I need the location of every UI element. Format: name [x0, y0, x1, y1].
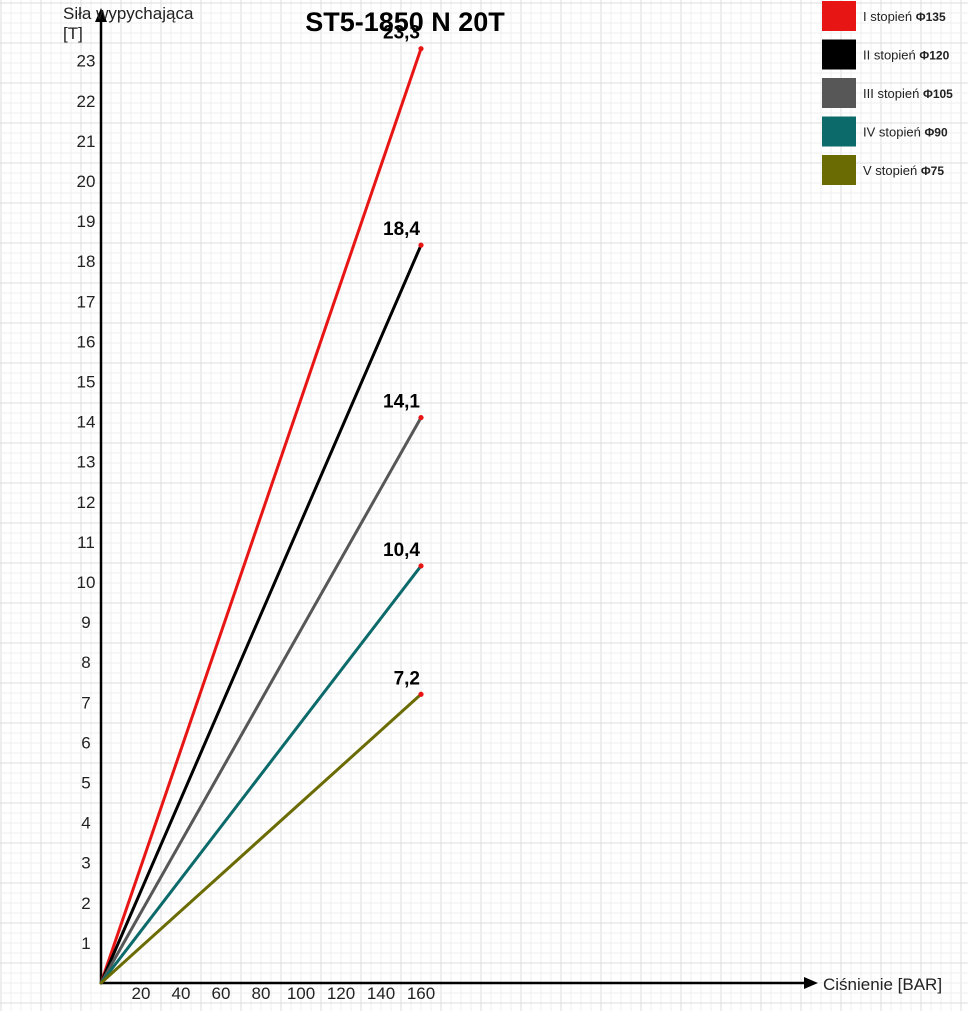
y-axis-arrow-icon: [95, 8, 107, 22]
legend-label: V stopień Φ75: [863, 163, 944, 178]
series-end-label-4: 10,4: [383, 540, 420, 561]
x-tick-label: 120: [327, 984, 355, 1003]
y-axis-unit: [T]: [63, 24, 83, 43]
legend-item-5: V stopień Φ75: [822, 155, 944, 185]
y-tick-label: 17: [77, 292, 96, 311]
series-line-1: [99, 47, 423, 985]
legend-swatch: [822, 155, 856, 185]
y-tick-label: 9: [81, 613, 90, 632]
y-axis-title: Siła wypychająca: [63, 4, 194, 23]
series-end-label-5: 7,2: [394, 668, 420, 689]
series-line-4: [99, 564, 423, 985]
y-tick-label: 11: [77, 533, 95, 552]
legend-item-1: I stopień Φ135: [822, 1, 946, 31]
legend-label: I stopień Φ135: [863, 9, 946, 24]
y-tick-label: 5: [81, 774, 90, 793]
series-end-marker-1: [418, 46, 424, 52]
x-tick-label: 40: [172, 984, 191, 1003]
legend-item-2: II stopień Φ120: [822, 39, 950, 70]
y-tick-label: 19: [77, 212, 96, 231]
series-end-label-1: 23,3: [383, 23, 420, 44]
y-tick-label: 14: [77, 413, 96, 432]
y-tick-label: 6: [81, 733, 90, 752]
series-lines: [99, 46, 424, 985]
legend-label: III stopień Φ105: [863, 86, 953, 101]
y-tick-label: 20: [77, 172, 96, 191]
x-tick-label: 100: [287, 984, 315, 1003]
y-tick-label: 18: [77, 252, 96, 271]
legend-swatch: [822, 78, 856, 108]
y-tick-label: 16: [77, 332, 96, 351]
legend-item-3: III stopień Φ105: [822, 78, 953, 108]
series-end-marker-2: [418, 242, 424, 248]
x-tick-label: 80: [252, 984, 271, 1003]
y-tick-label: 13: [77, 453, 96, 472]
series-end-marker-4: [418, 563, 424, 569]
series-end-label-2: 18,4: [383, 219, 420, 240]
x-tick-label: 60: [212, 984, 231, 1003]
legend-swatch: [822, 39, 856, 70]
y-tick-label: 3: [81, 854, 90, 873]
x-tick-label: 160: [407, 984, 435, 1003]
x-tick-label: 140: [367, 984, 395, 1003]
x-tick-label: 20: [132, 984, 151, 1003]
legend-item-4: IV stopień Φ90: [822, 116, 948, 147]
legend-swatch: [822, 1, 856, 31]
chart-title: ST5-1850 N 20T: [305, 7, 505, 37]
y-tick-label: 1: [81, 934, 90, 953]
series-line-5: [99, 692, 423, 985]
legend-diameter: Φ105: [923, 87, 953, 101]
y-tick-label: 21: [77, 132, 96, 151]
legend-diameter: Φ90: [924, 126, 948, 140]
legend-diameter: Φ135: [916, 10, 946, 24]
series-end-label-3: 14,1: [383, 392, 420, 413]
legend: I stopień Φ135 II stopień Φ120 III stopień…: [822, 1, 953, 185]
legend-label: II stopień Φ120: [863, 48, 950, 63]
y-tick-label: 4: [81, 814, 90, 833]
x-axis-title: Ciśnienie [BAR]: [823, 975, 942, 994]
y-tick-label: 7: [81, 693, 90, 712]
series-line-3: [99, 416, 423, 985]
y-tick-label: 10: [77, 573, 96, 592]
legend-swatch: [822, 116, 856, 147]
series-end-marker-5: [418, 691, 424, 697]
legend-diameter: Φ120: [919, 49, 949, 63]
series-line-2: [99, 243, 423, 985]
y-tick-label: 23: [77, 52, 96, 71]
axes: [95, 8, 818, 989]
x-axis-arrow-icon: [804, 977, 818, 989]
y-tick-label: 8: [81, 653, 90, 672]
legend-label: IV stopień Φ90: [863, 125, 948, 140]
y-tick-label: 15: [77, 373, 96, 392]
y-tick-label: 12: [77, 493, 96, 512]
y-tick-label: 22: [77, 92, 96, 111]
series-end-marker-3: [418, 414, 424, 421]
y-tick-label: 2: [81, 894, 90, 913]
legend-diameter: Φ75: [921, 164, 945, 178]
